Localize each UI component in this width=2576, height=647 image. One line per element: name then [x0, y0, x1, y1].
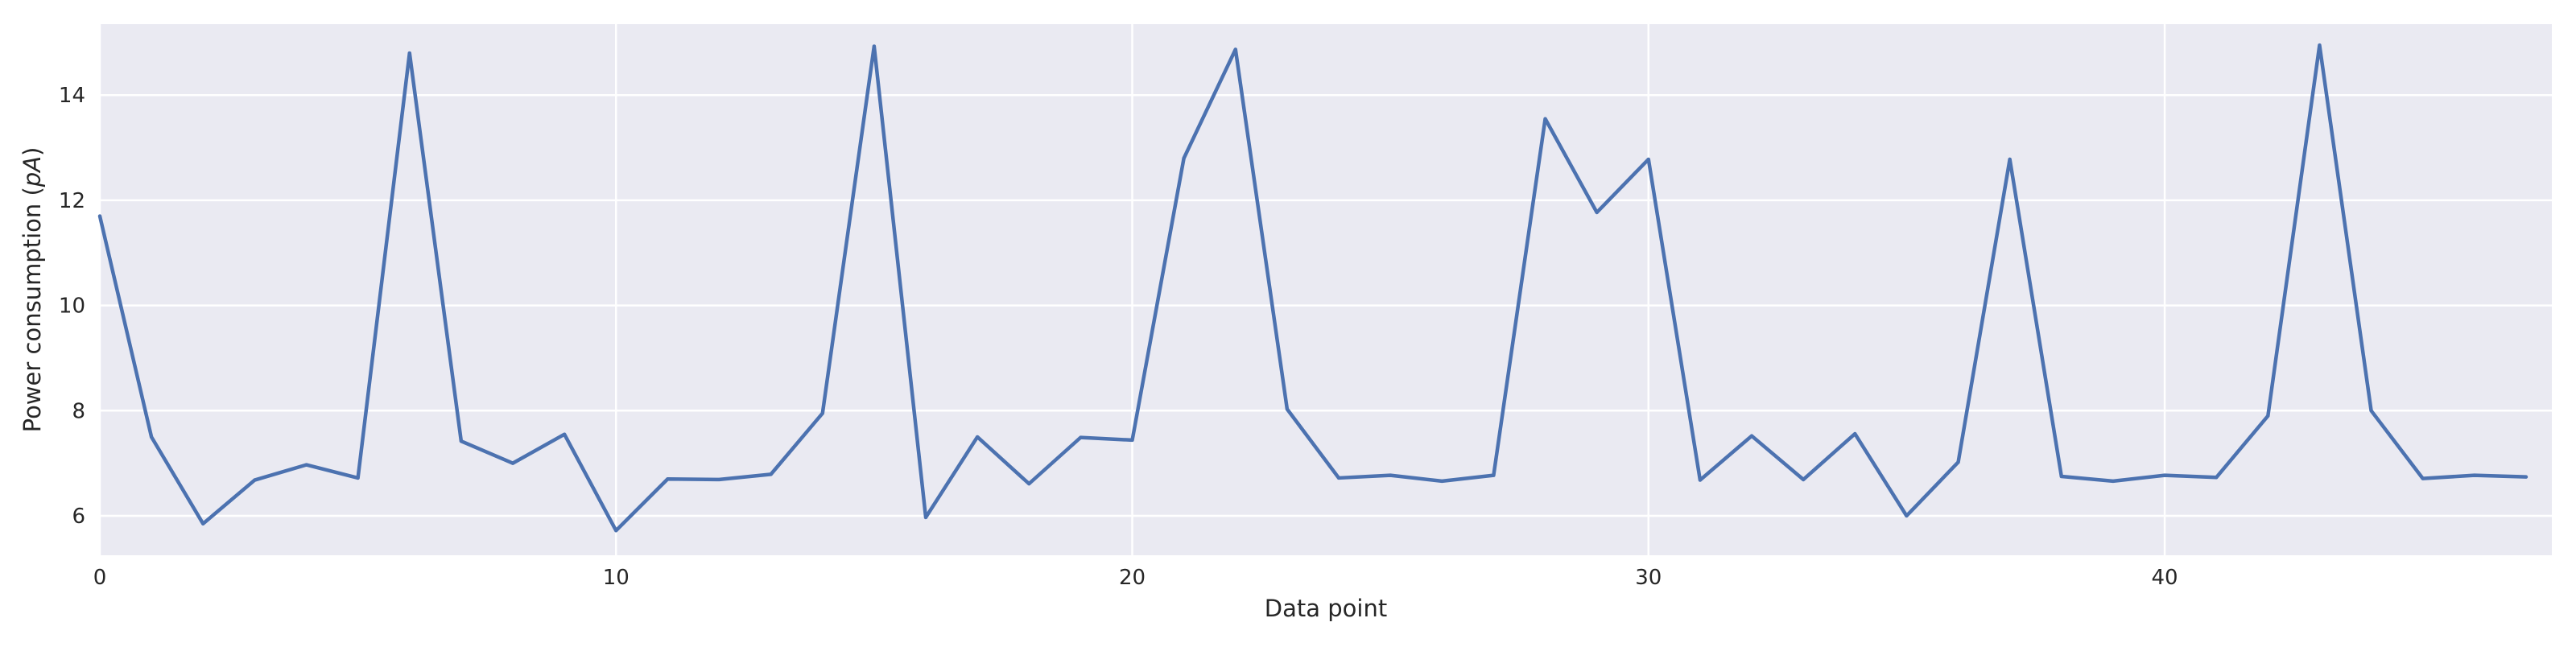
data-point: [1956, 460, 1960, 464]
data-point: [976, 435, 980, 439]
data-point: [820, 411, 824, 415]
data-point: [2163, 473, 2167, 477]
data-point: [201, 521, 205, 525]
data-point: [2111, 479, 2115, 483]
data-point: [2472, 473, 2476, 477]
data-point: [304, 463, 308, 467]
y-axis-label-unit: pA: [19, 156, 46, 188]
data-point: [2369, 409, 2373, 413]
data-point: [1750, 434, 1754, 438]
data-point: [1337, 476, 1341, 480]
data-point: [356, 476, 360, 480]
x-tick-label: 10: [603, 566, 630, 590]
data-point: [150, 435, 154, 439]
y-tick-label: 6: [72, 505, 85, 529]
data-point: [459, 439, 463, 443]
data-point: [1285, 407, 1289, 411]
data-point: [717, 477, 721, 481]
data-point: [2421, 476, 2425, 480]
grid: [98, 24, 2552, 555]
data-point: [614, 529, 618, 533]
data-point: [1233, 47, 1237, 52]
series-layer: [97, 43, 2529, 533]
x-tick-label: 0: [93, 566, 107, 590]
data-point: [1182, 156, 1186, 160]
data-point: [2059, 474, 2063, 478]
data-point: [872, 44, 876, 48]
data-point: [1543, 117, 1547, 121]
data-point: [1389, 473, 1393, 477]
data-point: [407, 51, 411, 55]
data-point: [2215, 476, 2219, 480]
data-point: [2266, 414, 2270, 418]
data-point: [924, 515, 928, 519]
x-tick-label: 40: [2152, 566, 2178, 590]
data-point: [1079, 435, 1083, 439]
plot-background: [100, 24, 2552, 555]
x-tick-label: 20: [1119, 566, 1146, 590]
data-point: [1492, 473, 1496, 477]
y-tick-label: 8: [72, 399, 85, 423]
y-axis-label-suffix: ): [19, 147, 46, 156]
data-point: [2008, 157, 2012, 161]
data-point: [511, 461, 515, 465]
data-point: [2524, 475, 2528, 479]
y-tick-label: 12: [59, 189, 85, 213]
data-point: [2318, 43, 2322, 47]
data-point: [1440, 479, 1444, 483]
series-line-0: [97, 43, 2529, 533]
data-point: [1802, 477, 1806, 481]
data-point: [253, 478, 257, 482]
y-tick-label: 10: [59, 295, 85, 319]
data-point: [1595, 210, 1599, 214]
data-point: [1027, 482, 1031, 486]
data-point: [1905, 513, 1909, 517]
data-point: [1646, 157, 1650, 161]
data-point: [1130, 438, 1134, 442]
data-point: [1698, 478, 1702, 482]
data-point: [1853, 432, 1857, 436]
data-point: [666, 477, 670, 481]
data-point: [98, 214, 101, 218]
y-tick-label: 14: [59, 84, 85, 108]
tick-labels: 0 10 20 30 40 6 8 10 12 14: [59, 84, 2178, 590]
y-axis-label-prefix: Power consumption (: [19, 187, 46, 432]
data-point: [769, 472, 773, 476]
y-axis-label: Power consumption (pA): [19, 147, 46, 433]
data-point: [563, 432, 567, 436]
x-axis-label: Data point: [1265, 595, 1387, 622]
x-tick-label: 30: [1635, 566, 1662, 590]
